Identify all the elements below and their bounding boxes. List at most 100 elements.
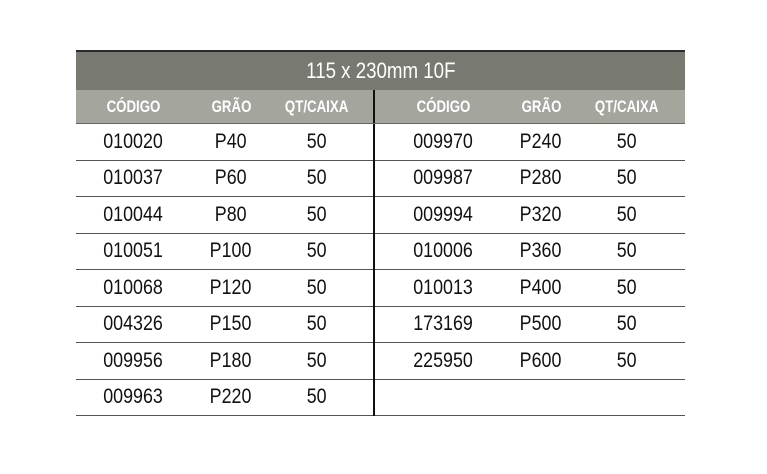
header-row: CÓDIGO GRÃO QT/CAIXA CÓDIGO GRÃO QT/CAIXA: [76, 90, 685, 124]
cell-qt-caixa-text: 50: [617, 129, 637, 153]
cell-grao-text: P220: [210, 385, 252, 409]
title-text: 115 x 230mm 10F: [305, 58, 456, 83]
table-row: 009970 P240 50: [375, 124, 685, 161]
cell-qt-caixa: 50: [571, 166, 683, 190]
cell-grao: P150: [190, 312, 272, 336]
cell-codigo-text: 173169: [413, 312, 473, 336]
table-row: 004326 P150 50: [76, 307, 373, 343]
left-column-group: 010020 P40 50 010037 P60 50 010044 P80 50 010051 P…: [76, 124, 375, 416]
cell-qt-caixa-text: 50: [307, 385, 327, 409]
cell-qt-caixa: [571, 385, 683, 409]
table-row: 010020 P40 50: [76, 124, 373, 161]
cell-qt-caixa: 50: [272, 312, 362, 336]
cell-qt-caixa: 50: [272, 130, 362, 154]
cell-codigo-text: 009956: [103, 348, 163, 372]
cell-codigo-text: 010051: [103, 239, 163, 263]
cell-codigo-text: 010068: [103, 275, 163, 299]
table-row: 010013 P400 50: [375, 270, 685, 307]
cell-grao-text: P280: [520, 166, 562, 190]
table-title: 115 x 230mm 10F: [76, 50, 685, 90]
table-row: 009956 P180 50: [76, 343, 373, 380]
header-codigo: CÓDIGO: [375, 97, 511, 117]
cell-codigo: 010037: [76, 166, 190, 190]
table-row: 225950 P600 50: [375, 343, 685, 380]
header-qt-caixa: QT/CAIXA: [571, 97, 683, 117]
cell-grao: P280: [511, 166, 571, 190]
cell-qt-caixa-text: 50: [307, 348, 327, 372]
header-qt-caixa: QT/CAIXA: [272, 97, 362, 117]
cell-codigo-text: 225950: [413, 348, 473, 372]
header-grao-text: GRÃO: [521, 96, 561, 116]
cell-codigo-text: 010044: [103, 202, 163, 226]
cell-grao: P120: [190, 276, 272, 300]
cell-grao: P240: [511, 130, 571, 154]
cell-grao: P40: [190, 130, 272, 154]
cell-qt-caixa: 50: [571, 349, 683, 373]
cell-codigo: 009956: [76, 349, 190, 373]
cell-grao-text: P500: [520, 312, 562, 336]
cell-grao: P100: [190, 239, 272, 263]
header-grao: GRÃO: [190, 97, 272, 117]
cell-grao-text: P180: [210, 348, 252, 372]
header-codigo: CÓDIGO: [76, 97, 190, 117]
cell-grao: P500: [511, 312, 571, 336]
cell-codigo-text: 009963: [103, 385, 163, 409]
table-row: 009963 P220 50: [76, 380, 373, 416]
cell-qt-caixa: 50: [571, 203, 683, 227]
cell-grao-text: P120: [210, 275, 252, 299]
header-grao: GRÃO: [511, 97, 571, 117]
cell-codigo-text: 009994: [413, 202, 473, 226]
cell-qt-caixa-text: 50: [307, 312, 327, 336]
table-row: 010037 P60 50: [76, 161, 373, 197]
cell-grao-text: P150: [210, 312, 252, 336]
table-row: 010051 P100 50: [76, 234, 373, 270]
cell-codigo-text: 004326: [103, 312, 163, 336]
cell-codigo: 010006: [375, 239, 511, 263]
cell-codigo: 225950: [375, 349, 511, 373]
cell-qt-caixa-text: 50: [617, 239, 637, 263]
cell-qt-caixa-text: 50: [617, 202, 637, 226]
table-row: 010044 P80 50: [76, 197, 373, 234]
header-grao-text: GRÃO: [211, 96, 251, 116]
cell-codigo: 010068: [76, 276, 190, 300]
cell-codigo: 009963: [76, 385, 190, 409]
cell-codigo-text: 010020: [103, 129, 163, 153]
cell-grao-text: P100: [210, 239, 252, 263]
cell-qt-caixa: 50: [272, 385, 362, 409]
cell-codigo-text: 010037: [103, 166, 163, 190]
cell-codigo: 009987: [375, 166, 511, 190]
cell-qt-caixa-text: 50: [307, 202, 327, 226]
cell-grao: P80: [190, 203, 272, 227]
cell-codigo-text: 009987: [413, 166, 473, 190]
cell-qt-caixa: 50: [272, 276, 362, 300]
cell-qt-caixa: 50: [272, 239, 362, 263]
cell-grao: [511, 385, 571, 409]
cell-codigo: 004326: [76, 312, 190, 336]
cell-codigo: [375, 385, 511, 409]
right-column-group: 009970 P240 50 009987 P280 50 009994 P320 50 0100…: [375, 124, 685, 416]
cell-qt-caixa-text: 50: [307, 166, 327, 190]
cell-grao: P400: [511, 276, 571, 300]
cell-qt-caixa-text: 50: [617, 312, 637, 336]
cell-grao: P180: [190, 349, 272, 373]
cell-qt-caixa: 50: [571, 130, 683, 154]
cell-codigo: 009970: [375, 130, 511, 154]
cell-grao-text: P400: [520, 275, 562, 299]
cell-grao-text: P320: [520, 202, 562, 226]
table-row: 009987 P280 50: [375, 161, 685, 197]
cell-qt-caixa: 50: [272, 349, 362, 373]
cell-grao-text: P40: [215, 129, 247, 153]
cell-grao: P600: [511, 349, 571, 373]
header-qt-caixa-text: QT/CAIXA: [285, 96, 349, 116]
cell-grao: P60: [190, 166, 272, 190]
cell-codigo: 010013: [375, 276, 511, 300]
cell-codigo: 010020: [76, 130, 190, 154]
cell-qt-caixa-text: 50: [307, 239, 327, 263]
cell-qt-caixa: 50: [571, 276, 683, 300]
cell-grao-text: P360: [520, 239, 562, 263]
header-codigo-text: CÓDIGO: [106, 96, 160, 116]
table-row: [375, 380, 685, 416]
cell-qt-caixa-text: 50: [617, 275, 637, 299]
cell-grao-text: P600: [520, 348, 562, 372]
cell-grao-text: P80: [215, 202, 247, 226]
